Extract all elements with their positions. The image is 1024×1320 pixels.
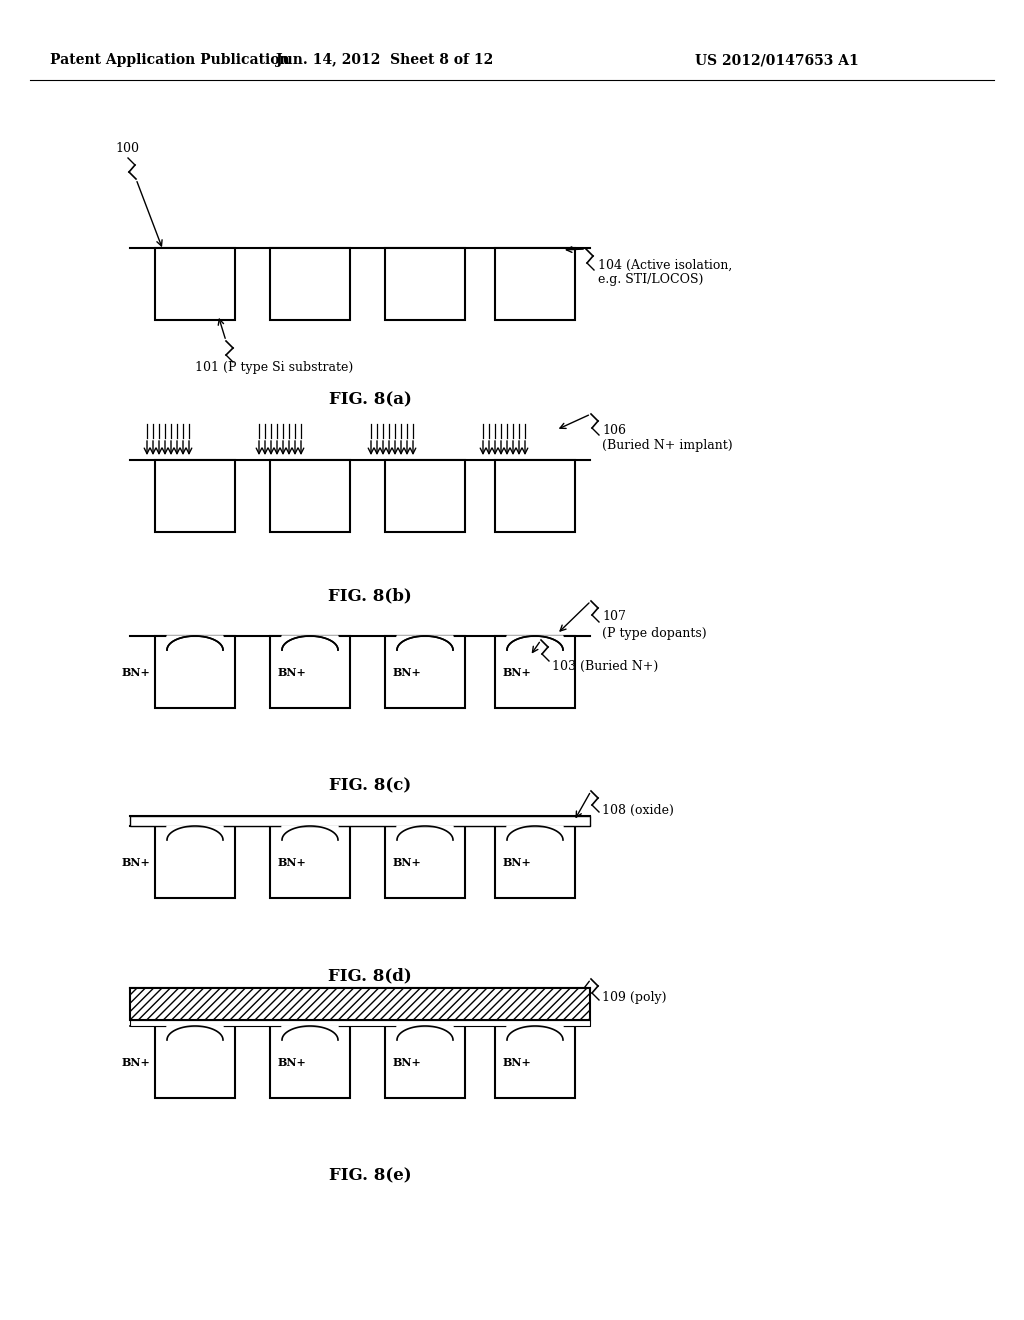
Polygon shape xyxy=(507,636,563,649)
Polygon shape xyxy=(167,636,223,649)
Text: BN+: BN+ xyxy=(503,1056,531,1068)
Text: 107: 107 xyxy=(602,610,626,623)
Text: FIG. 8(b): FIG. 8(b) xyxy=(328,587,412,605)
Text: 101 (P type Si substrate): 101 (P type Si substrate) xyxy=(195,362,353,375)
Text: BN+: BN+ xyxy=(278,1056,307,1068)
Text: 106: 106 xyxy=(602,424,626,437)
Polygon shape xyxy=(167,1026,223,1040)
Bar xyxy=(130,987,590,1020)
Text: BN+: BN+ xyxy=(121,857,150,867)
Bar xyxy=(385,248,465,319)
Text: 103 (Buried N+): 103 (Buried N+) xyxy=(552,660,658,672)
Bar xyxy=(155,459,234,532)
Bar xyxy=(495,1026,575,1098)
Text: FIG. 8(d): FIG. 8(d) xyxy=(328,968,412,985)
Bar xyxy=(270,248,350,319)
Text: BN+: BN+ xyxy=(278,667,307,677)
Bar xyxy=(385,459,465,532)
Bar xyxy=(155,248,234,319)
Text: 104 (Active isolation,: 104 (Active isolation, xyxy=(598,259,732,272)
Polygon shape xyxy=(282,1026,338,1040)
Text: Jun. 14, 2012  Sheet 8 of 12: Jun. 14, 2012 Sheet 8 of 12 xyxy=(276,53,494,67)
Bar xyxy=(385,636,465,708)
Polygon shape xyxy=(397,636,453,649)
Polygon shape xyxy=(167,826,223,840)
Text: 109 (poly): 109 (poly) xyxy=(602,991,667,1005)
Polygon shape xyxy=(282,636,338,649)
Text: BN+: BN+ xyxy=(503,857,531,867)
Text: BN+: BN+ xyxy=(121,667,150,677)
Bar xyxy=(495,636,575,708)
Text: e.g. STI/LOCOS): e.g. STI/LOCOS) xyxy=(598,273,703,286)
Text: 108 (oxide): 108 (oxide) xyxy=(602,804,674,817)
Text: FIG. 8(e): FIG. 8(e) xyxy=(329,1167,412,1184)
Text: US 2012/0147653 A1: US 2012/0147653 A1 xyxy=(695,53,859,67)
Text: BN+: BN+ xyxy=(503,667,531,677)
Bar xyxy=(155,826,234,898)
Text: BN+: BN+ xyxy=(121,1056,150,1068)
Polygon shape xyxy=(397,1026,453,1040)
Text: 100: 100 xyxy=(115,141,139,154)
Polygon shape xyxy=(507,826,563,840)
Bar xyxy=(495,248,575,319)
Bar xyxy=(495,459,575,532)
Polygon shape xyxy=(507,1026,563,1040)
Text: (Buried N+ implant): (Buried N+ implant) xyxy=(602,440,732,453)
Bar xyxy=(155,1026,234,1098)
Bar xyxy=(155,636,234,708)
Bar xyxy=(270,826,350,898)
Polygon shape xyxy=(397,826,453,840)
Text: BN+: BN+ xyxy=(393,667,422,677)
Text: BN+: BN+ xyxy=(393,1056,422,1068)
Text: BN+: BN+ xyxy=(393,857,422,867)
Bar xyxy=(270,636,350,708)
Bar xyxy=(130,1020,590,1026)
Bar xyxy=(495,826,575,898)
Text: (P type dopants): (P type dopants) xyxy=(602,627,707,639)
Text: FIG. 8(a): FIG. 8(a) xyxy=(329,392,412,408)
Bar xyxy=(270,459,350,532)
Text: FIG. 8(c): FIG. 8(c) xyxy=(329,777,411,795)
Text: BN+: BN+ xyxy=(278,857,307,867)
Bar xyxy=(385,1026,465,1098)
Bar xyxy=(385,826,465,898)
Text: Patent Application Publication: Patent Application Publication xyxy=(50,53,290,67)
Polygon shape xyxy=(282,826,338,840)
Bar xyxy=(130,987,590,1020)
Bar xyxy=(130,816,590,826)
Bar xyxy=(270,1026,350,1098)
